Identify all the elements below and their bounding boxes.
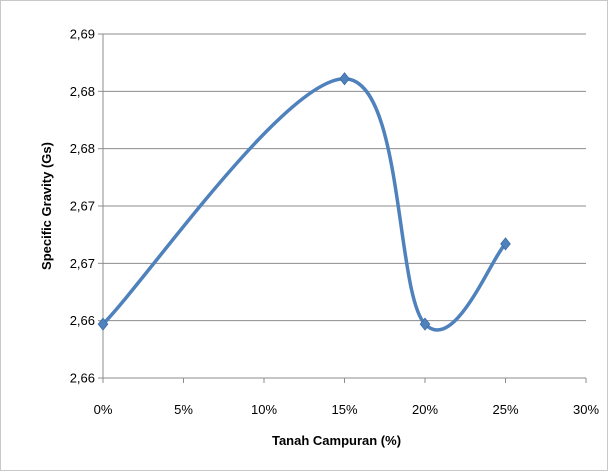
data-point-marker [339, 72, 350, 86]
data-point-marker [500, 237, 511, 251]
marker-layer [97, 72, 511, 331]
y-tick-label: 2,66 [70, 371, 95, 386]
y-tick-label: 2,68 [70, 141, 95, 156]
tick-labels: 2,66 2,66 2,67 2,67 2,68 2,68 2,69 0% 5% 10% 15% 20… [70, 27, 600, 418]
y-tick-label: 2,67 [70, 199, 95, 214]
x-tick-label: 20% [412, 402, 438, 417]
x-tick-label: 15% [331, 402, 357, 417]
y-tick-label: 2,69 [70, 27, 95, 42]
grid-lines [103, 33, 586, 322]
x-tick-label: 5% [174, 402, 193, 417]
data-point-marker [97, 317, 109, 331]
data-point-marker [419, 317, 431, 331]
y-tick-label: 2,66 [70, 313, 95, 328]
axes [98, 33, 587, 383]
y-tick-label: 2,68 [70, 84, 95, 99]
y-tick-label: 2,67 [70, 256, 95, 271]
y-axis-title: Specific Gravity (Gs) [39, 142, 54, 270]
x-tick-label: 25% [492, 402, 518, 417]
x-tick-label: 30% [573, 402, 599, 417]
x-tick-label: 0% [94, 402, 113, 417]
series-layer [101, 76, 508, 332]
x-axis-title: Tanah Campuran (%) [272, 433, 401, 448]
x-tick-label: 10% [251, 402, 277, 417]
series-line [101, 76, 508, 332]
